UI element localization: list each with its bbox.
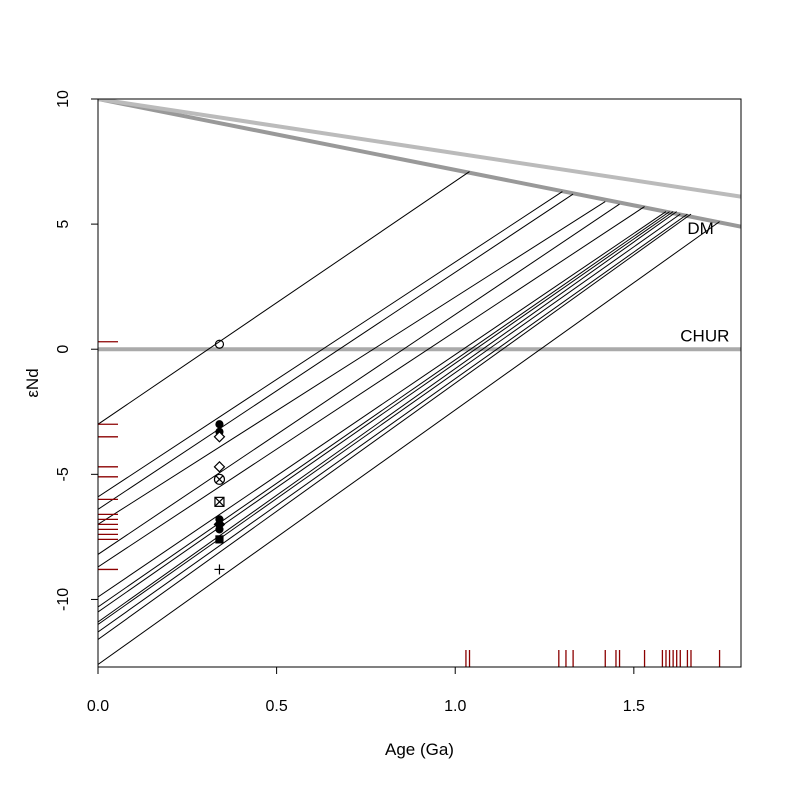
evolution-line-2: [98, 193, 574, 510]
y-tick-label-2: 0: [55, 345, 72, 354]
y-tick-label-1: -5: [55, 467, 72, 481]
evolution-line-4: [98, 203, 620, 555]
y-tick-label-3: 5: [55, 220, 72, 229]
x-tick-label-1: 0.5: [265, 698, 287, 715]
reference-line-dm-0: [98, 99, 741, 229]
dm-label: DM: [687, 219, 713, 238]
sample-marker-5: [213, 473, 226, 485]
y-tick-label-4: 10: [55, 90, 72, 108]
evolution-lines: [98, 171, 720, 665]
evolution-line-9: [98, 211, 677, 623]
reference-curves: [98, 99, 741, 352]
evolution-line-3: [98, 201, 606, 525]
evolution-line-11: [98, 213, 688, 633]
y-axis: -10 -5 0 5 10: [55, 90, 99, 611]
x-axis: 0.0 0.5 1.0 1.5: [87, 666, 645, 715]
evolution-line-0: [98, 171, 470, 425]
y-axis-label: εNd: [23, 368, 42, 397]
sample-markers: [213, 339, 226, 575]
sample-marker-6: [214, 496, 225, 507]
x-tick-label-2: 1.0: [444, 698, 466, 715]
sample-marker-9: [215, 525, 224, 534]
sample-marker-3: [213, 430, 226, 443]
evolution-line-1: [98, 191, 563, 498]
evolution-line-10: [98, 213, 681, 625]
sample-marker-4: [213, 460, 226, 473]
y-tick-label-0: -10: [55, 588, 72, 611]
x-tick-label-3: 1.5: [623, 698, 645, 715]
chur-label: CHUR: [680, 327, 729, 346]
reference-line-dm-1: [98, 99, 741, 199]
evolution-line-6: [98, 211, 667, 598]
rug-marks: [98, 341, 721, 667]
sample-marker-11: [214, 564, 225, 575]
sample-marker-10: [215, 535, 224, 544]
evolution-line-5: [98, 206, 645, 568]
evolution-line-8: [98, 211, 674, 613]
sample-marker-0: [214, 339, 225, 349]
evolution-line-13: [98, 221, 720, 665]
sample-marker-1: [215, 420, 224, 429]
evolution-line-12: [98, 213, 692, 640]
x-tick-label-0: 0.0: [87, 698, 109, 715]
plot-frame: [97, 98, 742, 668]
x-axis-label: Age (Ga): [385, 740, 454, 759]
evolution-line-7: [98, 211, 670, 608]
